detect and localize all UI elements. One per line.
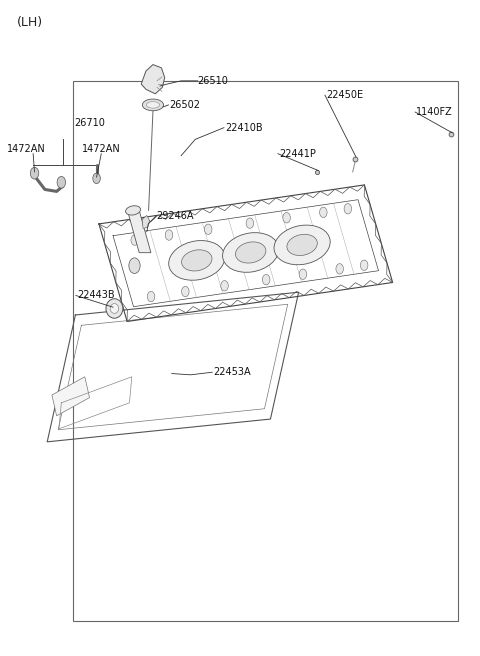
Text: 1472AN: 1472AN <box>82 144 120 154</box>
Circle shape <box>30 167 39 179</box>
Text: 22453A: 22453A <box>213 367 251 377</box>
Text: 1472AN: 1472AN <box>7 144 46 154</box>
Bar <box>73 81 458 621</box>
Circle shape <box>246 218 253 228</box>
Ellipse shape <box>143 99 164 111</box>
Circle shape <box>344 203 351 214</box>
Polygon shape <box>52 377 89 416</box>
Text: 22441P: 22441P <box>279 149 316 159</box>
Ellipse shape <box>168 241 225 280</box>
Polygon shape <box>127 211 151 253</box>
Ellipse shape <box>287 234 317 255</box>
Text: 22443B: 22443B <box>77 291 114 300</box>
Circle shape <box>129 258 140 274</box>
Text: (LH): (LH) <box>17 16 43 29</box>
Text: 26510: 26510 <box>198 76 228 86</box>
Circle shape <box>131 235 139 245</box>
Circle shape <box>93 173 100 184</box>
Ellipse shape <box>126 206 141 215</box>
Circle shape <box>320 207 327 218</box>
Polygon shape <box>141 64 165 94</box>
Ellipse shape <box>236 242 266 263</box>
Circle shape <box>336 264 343 274</box>
Text: 1140FZ: 1140FZ <box>416 107 453 117</box>
Ellipse shape <box>110 304 119 314</box>
Ellipse shape <box>106 298 123 318</box>
Circle shape <box>147 291 155 302</box>
Circle shape <box>263 274 270 285</box>
Text: 29246A: 29246A <box>156 211 194 221</box>
Ellipse shape <box>274 225 330 265</box>
Polygon shape <box>142 215 150 228</box>
Text: 22450E: 22450E <box>326 90 363 100</box>
Circle shape <box>57 176 66 188</box>
Ellipse shape <box>146 102 159 108</box>
Circle shape <box>299 269 307 279</box>
Ellipse shape <box>181 250 212 271</box>
Text: 26710: 26710 <box>74 118 105 128</box>
Text: 22410B: 22410B <box>225 123 263 133</box>
Circle shape <box>204 224 212 234</box>
Circle shape <box>283 213 290 223</box>
Circle shape <box>165 230 173 240</box>
Circle shape <box>360 260 368 270</box>
Ellipse shape <box>223 233 279 272</box>
Circle shape <box>221 281 228 291</box>
Circle shape <box>181 286 189 297</box>
Text: 26502: 26502 <box>169 100 201 110</box>
